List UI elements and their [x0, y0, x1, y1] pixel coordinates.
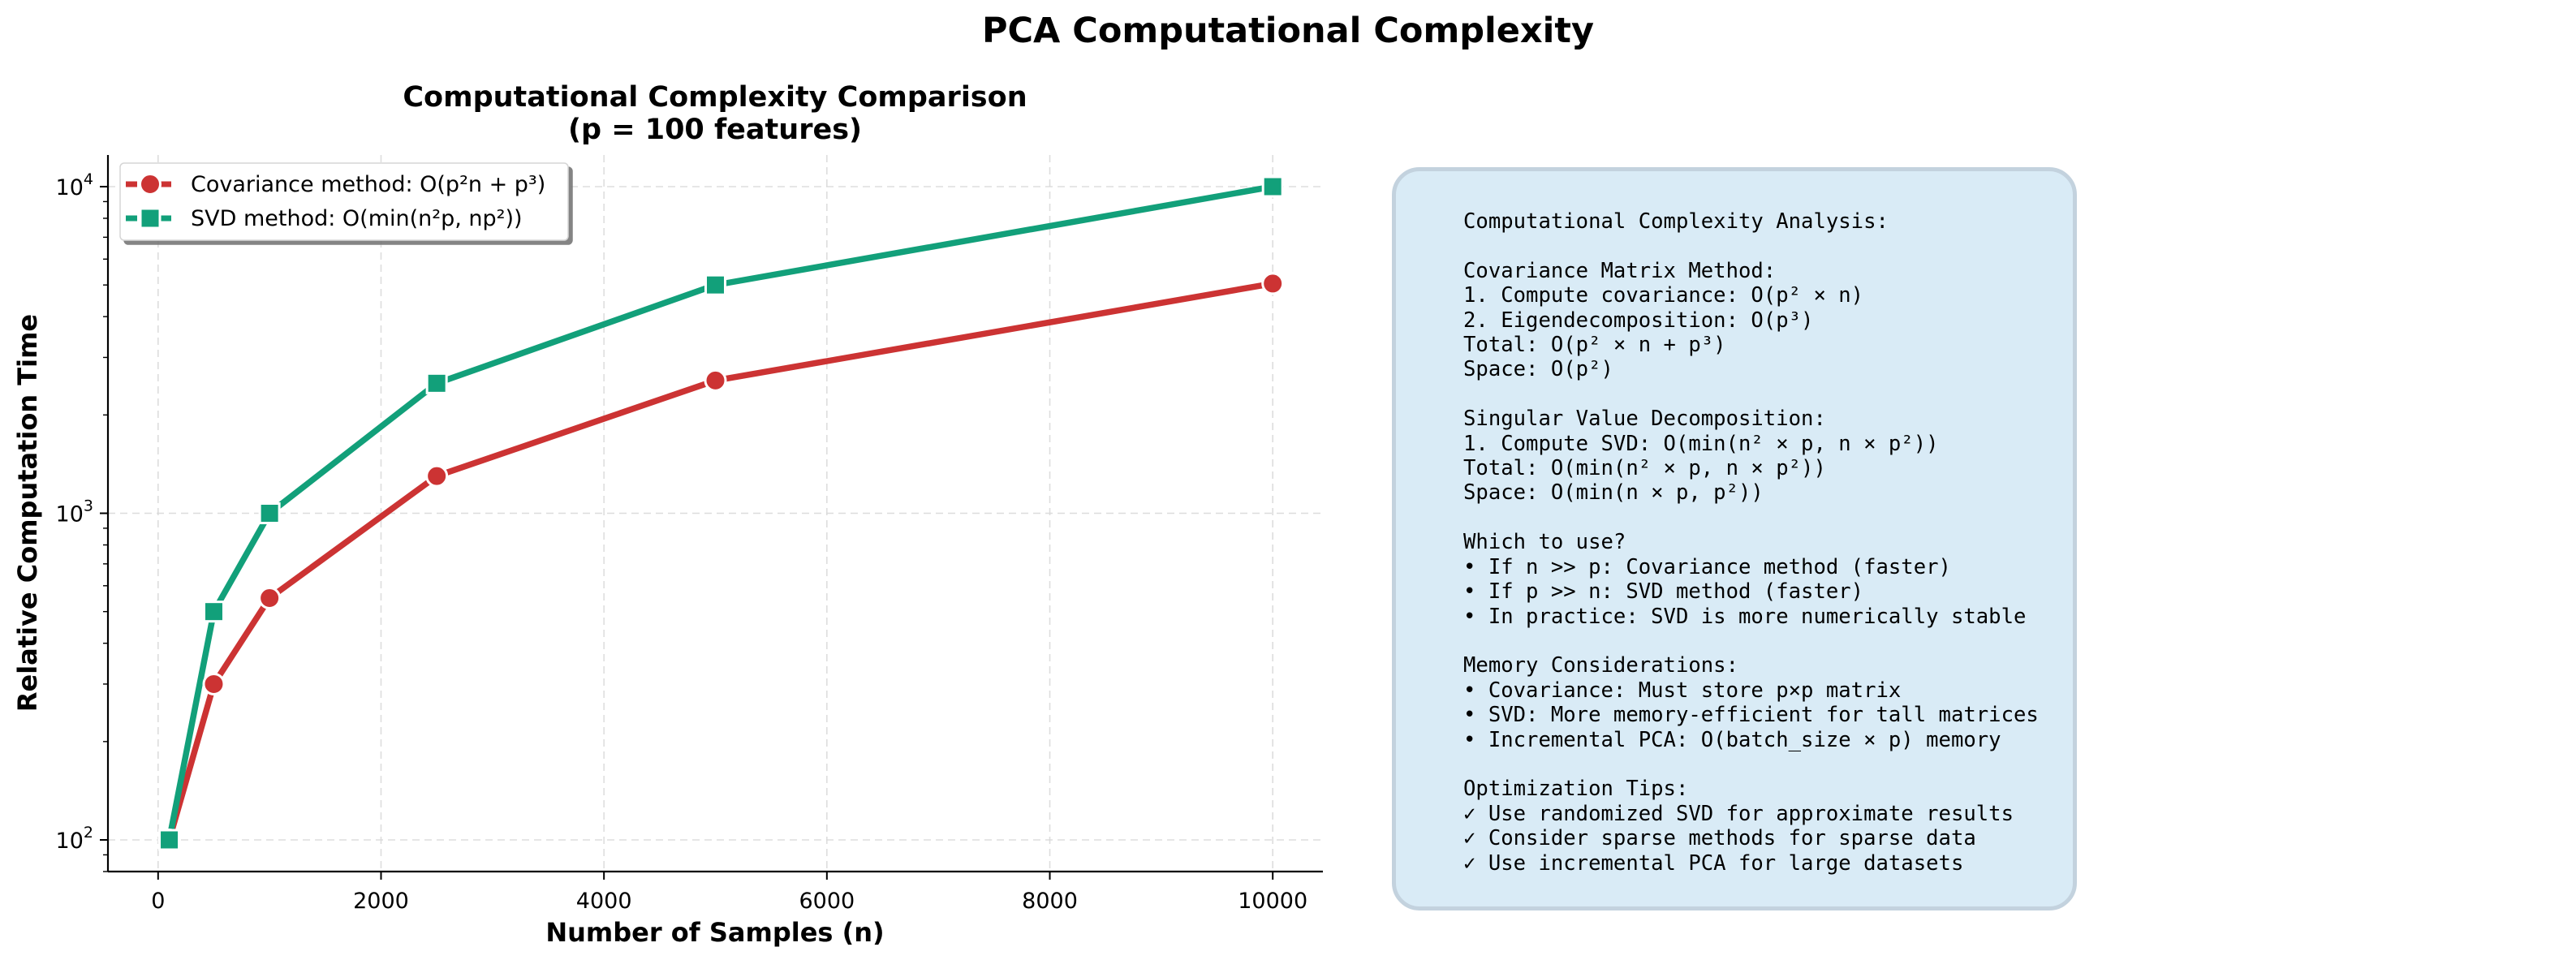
x-axis-label: Number of Samples (n) — [545, 917, 884, 948]
x-tick-label: 8000 — [1022, 889, 1078, 914]
covariance-legend-marker — [139, 173, 162, 196]
legend-entries: Covariance method: O(p²n + p³) SVD method… — [126, 172, 545, 231]
covariance-series-line — [166, 280, 1276, 843]
x-tick-label: 10000 — [1238, 889, 1307, 914]
chart-title-line-2: (p = 100 features) — [568, 114, 862, 146]
svd-legend-label: SVD method: O(min(n²p, np²)) — [191, 206, 523, 231]
svd-legend-marker — [139, 207, 162, 230]
figure-suptitle: PCA Computational Complexity — [982, 11, 1594, 51]
x-tick-label: 0 — [151, 889, 165, 914]
plot-area: 0 2000 4000 6000 8000 10000 102 103 104 — [56, 155, 1323, 914]
svd-data-point — [425, 372, 448, 394]
svd-series-line — [166, 183, 1276, 843]
y-tick-label: 104 — [56, 170, 93, 200]
svd-data-point — [258, 502, 281, 524]
y-axis-label: Relative Computation Time — [12, 314, 43, 712]
legend: Covariance method: O(p²n + p³) SVD method… — [119, 162, 569, 241]
axis-ticks: 0 2000 4000 6000 8000 10000 102 103 104 — [56, 170, 1308, 914]
complexity-info-panel — [1392, 167, 2077, 910]
svd-data-point — [704, 273, 726, 296]
legend-frame — [119, 162, 569, 241]
y-tick-label: 102 — [56, 824, 93, 854]
covariance-data-point — [704, 368, 727, 392]
complexity-info-text: Computational Complexity Analysis: Covar… — [1463, 209, 2039, 876]
covariance-data-point — [258, 587, 282, 610]
svd-data-point — [1261, 175, 1284, 198]
x-tick-label: 4000 — [576, 889, 632, 914]
x-tick-label: 2000 — [353, 889, 409, 914]
covariance-legend-label: Covariance method: O(p²n + p³) — [191, 172, 545, 197]
series-layer — [157, 175, 1285, 851]
svd-data-point — [158, 829, 181, 851]
covariance-data-point — [425, 464, 449, 488]
x-tick-label: 6000 — [799, 889, 855, 914]
covariance-data-point — [1261, 272, 1285, 295]
y-tick-label: 103 — [56, 497, 93, 527]
covariance-data-point — [202, 672, 226, 695]
svd-data-point — [202, 601, 225, 623]
grid-lines — [108, 155, 1323, 872]
chart-title-line-1: Computational Complexity Comparison — [403, 81, 1027, 114]
